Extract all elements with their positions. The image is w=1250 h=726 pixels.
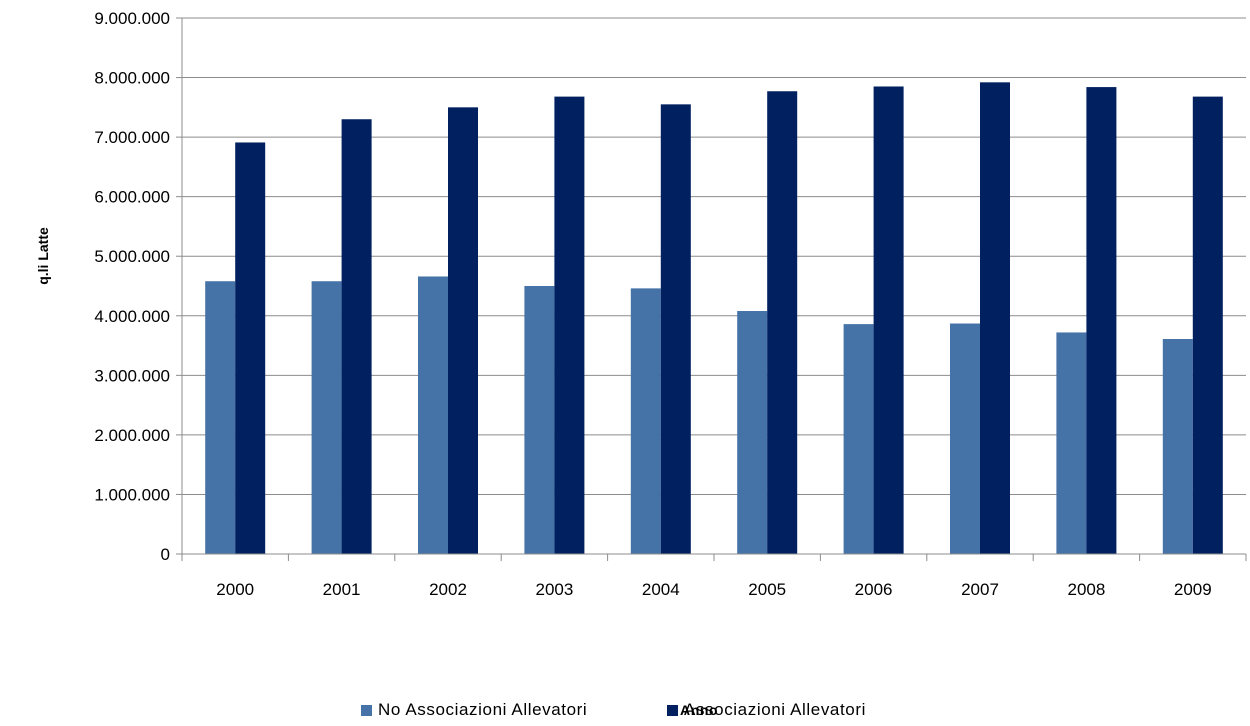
bar-associazioni — [1192, 96, 1223, 554]
bar-associazioni — [341, 119, 372, 554]
legend-swatch — [361, 704, 372, 716]
bar-associazioni — [235, 142, 266, 554]
x-tick-label: 2009 — [1174, 580, 1212, 599]
bar-no-associazioni — [950, 323, 980, 554]
legend-item-associazioni: Associazioni Allevatori — [667, 700, 866, 720]
bar-associazioni — [767, 91, 798, 555]
axes — [176, 17, 1247, 561]
bar-no-associazioni — [737, 311, 768, 554]
y-tick-label: 3.000.000 — [94, 366, 170, 385]
x-tick-label: 2004 — [642, 580, 680, 599]
legend-item-no-associazioni: No Associazioni Allevatori — [361, 700, 587, 720]
legend-label: No Associazioni Allevatori — [378, 700, 588, 719]
bar-no-associazioni — [205, 281, 236, 554]
y-tick-label: 5.000.000 — [94, 247, 170, 266]
y-tick-label: 6.000.000 — [94, 188, 170, 207]
bar-associazioni — [980, 82, 1010, 554]
x-axis-title: Anno — [680, 702, 719, 718]
y-tick-label: 4.000.000 — [94, 307, 170, 326]
x-tick-label: 2006 — [855, 580, 893, 599]
bars — [205, 82, 1223, 555]
y-tick-label: 2.000.000 — [94, 426, 170, 445]
x-tick-label: 2002 — [429, 580, 467, 599]
y-tick-label: 8.000.000 — [94, 69, 170, 88]
bar-no-associazioni — [1056, 332, 1087, 554]
legend-label: Associazioni Allevatori — [684, 700, 866, 719]
y-tick-label: 1.000.000 — [94, 485, 170, 504]
bar-no-associazioni — [418, 276, 448, 554]
y-tick-label: 0 — [161, 545, 170, 564]
x-tick-label: 2005 — [748, 580, 786, 599]
x-tick-label: 2000 — [216, 580, 254, 599]
bar-no-associazioni — [524, 286, 555, 554]
bar-no-associazioni — [1162, 339, 1193, 554]
bar-no-associazioni — [630, 288, 661, 554]
bar-associazioni — [1086, 87, 1117, 554]
y-tick-labels: 0 1.000.000 2.000.000 3.000.000 4.000.000 5.0… — [94, 9, 170, 564]
x-tick-label: 2008 — [1067, 580, 1105, 599]
bar-associazioni — [448, 107, 478, 554]
x-tick-label: 2003 — [535, 580, 573, 599]
bar-associazioni — [554, 96, 585, 554]
legend-swatch — [667, 704, 678, 716]
bar-no-associazioni — [843, 324, 874, 554]
y-axis-title: q.li Latte — [35, 227, 51, 285]
y-tick-label: 7.000.000 — [94, 128, 170, 147]
legend: No Associazioni Allevatori Associazioni … — [0, 700, 1250, 724]
bar-associazioni — [660, 104, 691, 554]
x-tick-label: 2007 — [961, 580, 999, 599]
y-tick-label: 9.000.000 — [94, 9, 170, 28]
bar-no-associazioni — [311, 281, 342, 554]
bar-associazioni — [873, 86, 904, 554]
x-tick-labels: 2000 2001 2002 2003 2004 2005 2006 2007 2008 2009 — [216, 580, 1211, 599]
x-tick-label: 2001 — [323, 580, 361, 599]
